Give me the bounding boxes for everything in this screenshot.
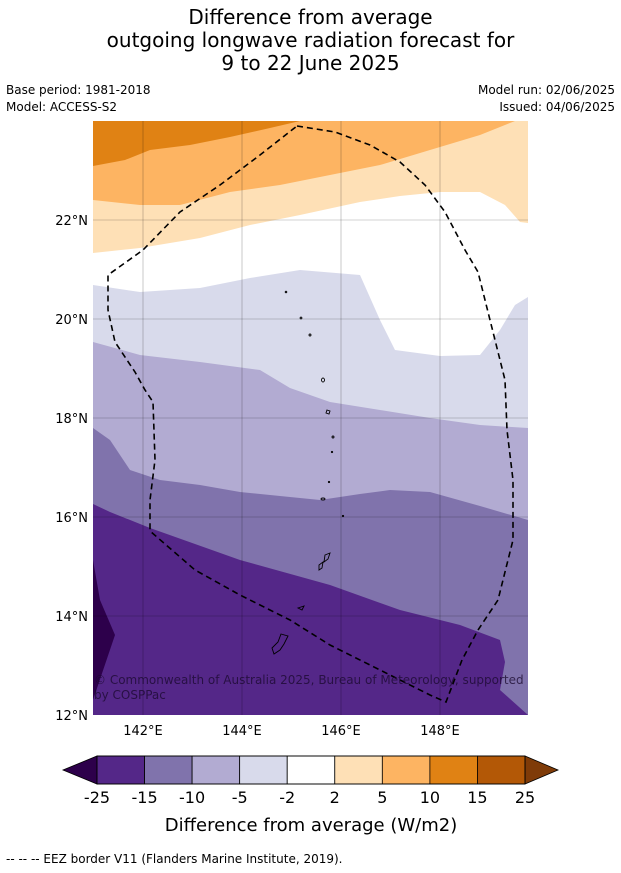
colorbar-segment (144, 755, 193, 785)
colorbar-segment (477, 755, 526, 785)
colorbar-tick-label: -10 (179, 788, 205, 807)
lat-label: 20°N (55, 313, 88, 328)
colorbar-segment (429, 755, 478, 785)
gridlines (93, 121, 528, 715)
lon-label: 142°E (123, 724, 163, 739)
lat-label: 22°N (55, 214, 88, 229)
issued-date: Issued: 04/06/2025 (499, 100, 615, 114)
title-line-1: Difference from average (188, 5, 433, 29)
colorbar-over-arrow (524, 755, 560, 785)
copyright-line-2: by COSPPac (94, 688, 166, 702)
band-plus10-plus15 (93, 121, 300, 166)
colorbar-tick-label: 15 (467, 788, 487, 807)
lat-label: 16°N (55, 511, 88, 526)
map-area: © Commonwealth of Australia 2025, Bureau… (93, 121, 528, 715)
base-period: Base period: 1981-2018 (6, 83, 151, 97)
colorbar-tick-label: 10 (420, 788, 440, 807)
title-line-3: 9 to 22 June 2025 (221, 51, 400, 75)
meta-left: Base period: 1981-2018 Model: ACCESS-S2 (6, 82, 151, 116)
mariana-islands (271, 290, 345, 655)
copyright-line-1: © Commonwealth of Australia 2025, Bureau… (94, 673, 524, 687)
lon-label: 144°E (222, 724, 262, 739)
lat-label: 12°N (55, 709, 88, 724)
lat-label: 14°N (55, 610, 88, 625)
lon-labels: 142°E 144°E 146°E 148°E (123, 724, 460, 739)
colorbar-tick-label: 25 (515, 788, 535, 807)
colorbar-tick-label: -25 (84, 788, 110, 807)
colorbar-segment (239, 755, 288, 785)
lat-label: 18°N (55, 412, 88, 427)
colorbar-tick-label: 2 (330, 788, 340, 807)
meta-right: Model run: 02/06/2025 Issued: 04/06/2025 (478, 82, 615, 116)
colorbar-segment (191, 755, 241, 785)
eez-footnote: -- -- -- EEZ border V11 (Flanders Marine… (6, 852, 343, 866)
colorbar-tick-label: 5 (377, 788, 387, 807)
colorbar-label: Difference from average (W/m2) (165, 815, 457, 836)
title-line-2: outgoing longwave radiation forecast for (106, 28, 515, 52)
model-run: Model run: 02/06/2025 (477, 83, 615, 97)
colorbar-under-arrow (61, 755, 98, 785)
map-figure: © Commonwealth of Australia 2025, Bureau… (55, 121, 560, 836)
colorbar-tick-label: -15 (131, 788, 157, 807)
lat-labels: 22°N 20°N 18°N 16°N 14°N 12°N (55, 214, 88, 724)
colorbar-segment (381, 755, 431, 785)
colorbar: -25 -15 -10 -5 -2 2 5 10 15 25 Difference from av… (61, 755, 560, 836)
colorbar-segment (334, 755, 383, 785)
model-name: Model: ACCESS-S2 (6, 100, 118, 114)
colorbar-tick-label: -2 (279, 788, 295, 807)
colorbar-segment (286, 755, 336, 785)
map-title: Difference from average outgoing longwav… (0, 6, 621, 75)
colorbar-segment (96, 755, 145, 785)
colorbar-frame (96, 755, 526, 785)
lon-label: 146°E (321, 724, 361, 739)
eez-border (107, 125, 514, 704)
lon-label: 148°E (420, 724, 460, 739)
colorbar-tick-label: -5 (232, 788, 248, 807)
